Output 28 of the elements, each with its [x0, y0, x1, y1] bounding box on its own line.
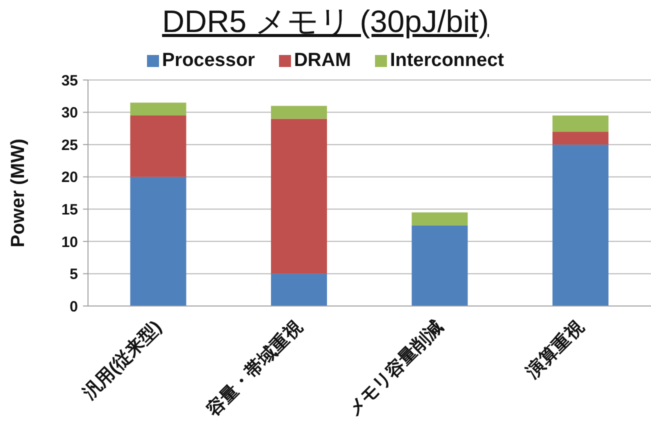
bar: [130, 102, 186, 116]
y-tick-label: 10: [61, 234, 78, 251]
chart-title: DDR5 メモリ (30pJ/bit): [162, 4, 489, 39]
y-tick-label: 0: [70, 298, 78, 316]
y-tick-label: 5: [70, 266, 78, 284]
legend-label: Interconnect: [390, 50, 504, 72]
y-tick-label: 35: [61, 72, 78, 90]
bar: [130, 116, 186, 177]
bar: [552, 116, 608, 132]
x-tick-label: 演算重視: [522, 316, 588, 382]
x-tick-label: 汎用(従来型): [78, 316, 166, 404]
y-axis-title: Power (MW): [8, 138, 28, 248]
bar: [270, 118, 327, 274]
y-tick-label: 30: [61, 104, 78, 122]
bar: [270, 106, 327, 119]
bar: [552, 132, 608, 145]
x-tick-label: メモリ容量削減: [343, 316, 447, 420]
bar: [412, 212, 468, 226]
bar: [552, 144, 608, 306]
x-tick-label: 容量・帯域重視: [202, 316, 306, 421]
legend-label: Processor: [162, 50, 255, 72]
bar: [412, 225, 468, 306]
y-tick-label: 15: [61, 201, 78, 218]
bar: [130, 176, 186, 306]
y-tick-label: 25: [61, 136, 78, 154]
bar: [270, 274, 327, 306]
y-tick-label: 20: [61, 169, 78, 186]
legend-label: DRAM: [294, 50, 351, 72]
